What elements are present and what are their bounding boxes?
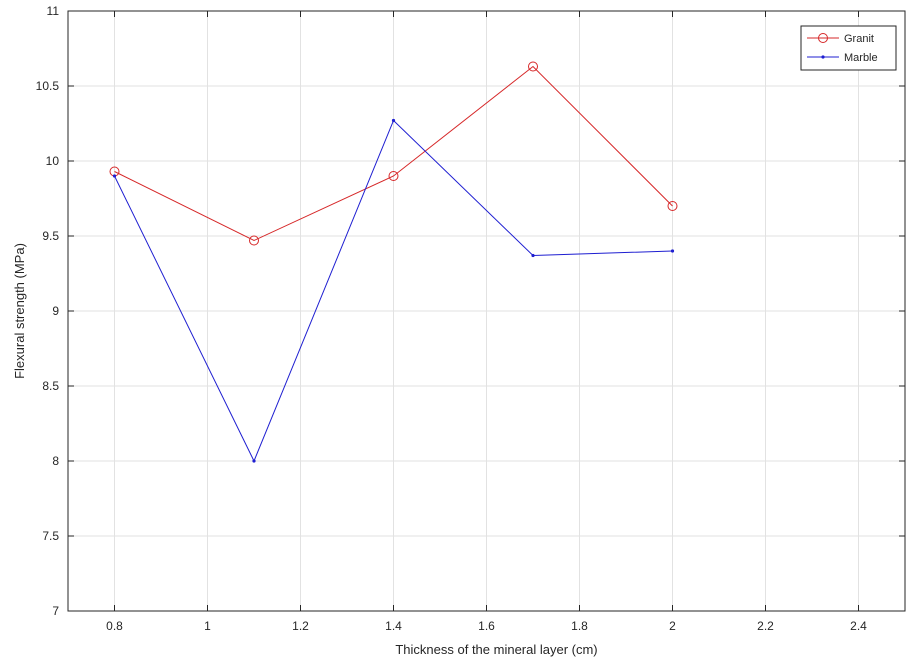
data-point-granit bbox=[249, 235, 259, 246]
y-tick-label: 8 bbox=[52, 454, 59, 468]
y-axis-label: Flexural strength (MPa) bbox=[12, 243, 27, 379]
data-point-marble bbox=[670, 249, 675, 253]
x-tick-label: 1.6 bbox=[478, 619, 495, 633]
x-tick-label: 2.4 bbox=[850, 619, 867, 633]
x-tick-label: 1.4 bbox=[385, 619, 402, 633]
y-tick-label: 8.5 bbox=[42, 379, 59, 393]
y-tick-label: 9.5 bbox=[42, 229, 59, 243]
x-tick-label: 0.8 bbox=[106, 619, 123, 633]
series-line-granit bbox=[114, 65, 673, 242]
legend-label-marble: Marble bbox=[844, 52, 878, 64]
legend-box bbox=[800, 25, 897, 71]
y-tick-label: 10.5 bbox=[36, 79, 60, 93]
x-tick-label: 1.2 bbox=[292, 619, 309, 633]
y-tick-label: 9 bbox=[52, 304, 59, 318]
y-tick-label: 10 bbox=[46, 154, 60, 168]
data-point-granit bbox=[667, 201, 678, 211]
y-tick-label: 7 bbox=[52, 604, 59, 618]
y-tick-label: 11 bbox=[47, 4, 60, 18]
x-axis-label: Thickness of the mineral layer (cm) bbox=[395, 642, 597, 657]
data-point-granit bbox=[388, 171, 399, 181]
x-tick-label: 2 bbox=[669, 619, 676, 633]
legend-label-granit: Granit bbox=[844, 33, 874, 45]
legend-marker-granit bbox=[818, 33, 828, 43]
data-point-marble bbox=[531, 253, 535, 258]
data-point-marble bbox=[112, 174, 117, 178]
data-point-granit bbox=[528, 61, 538, 72]
x-tick-label: 2.2 bbox=[757, 619, 774, 633]
y-tick-label: 7.5 bbox=[42, 529, 59, 543]
data-point-marble bbox=[252, 459, 256, 463]
x-tick-label: 1.8 bbox=[571, 619, 588, 633]
data-point-marble bbox=[391, 118, 396, 123]
x-tick-label: 1 bbox=[204, 619, 211, 633]
legend-marker-marble bbox=[821, 55, 825, 59]
